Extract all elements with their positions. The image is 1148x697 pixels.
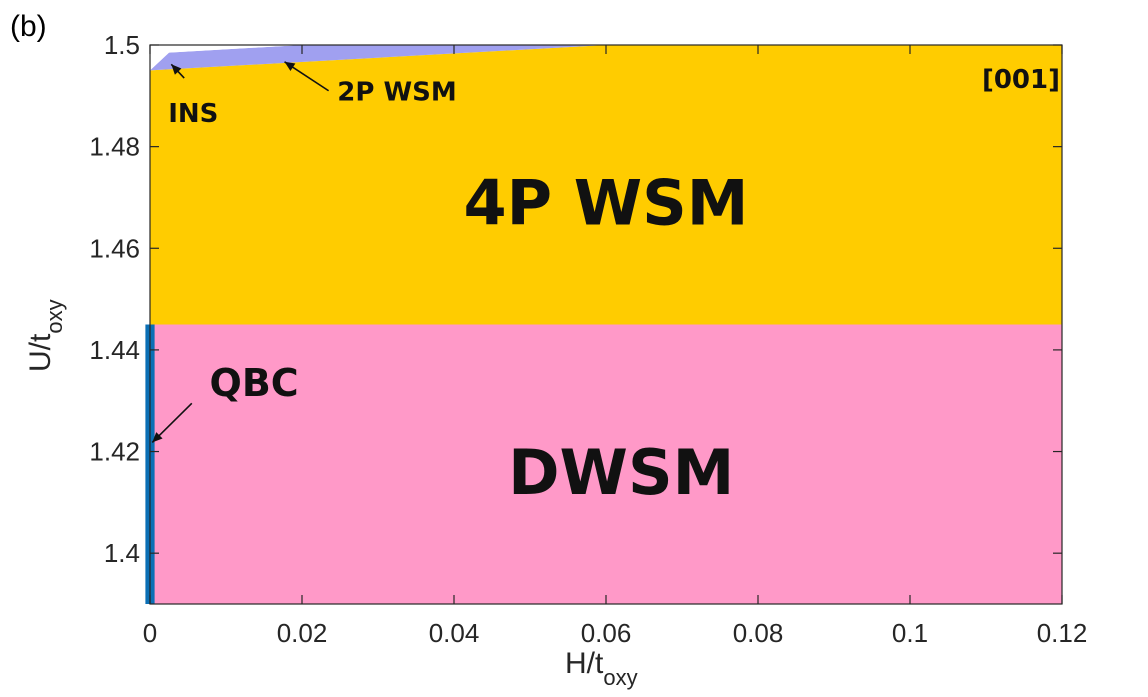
y-axis-label-sub: oxy: [42, 299, 67, 333]
region-ins: [150, 45, 302, 71]
y-axis-ticks: 1.4 1.42 1.44 1.46 1.48 1.5: [89, 30, 1062, 568]
x-tick-label: 0.06: [581, 618, 632, 648]
label-ins: INS: [168, 99, 218, 129]
phase-regions: [145, 45, 1062, 604]
y-axis-label-main: U/t: [24, 333, 57, 372]
x-axis-label-main: H/t: [565, 647, 604, 680]
label-4p-wsm: 4P WSM: [464, 167, 749, 240]
arrow-head: [152, 432, 163, 443]
x-tick-label: 0: [143, 618, 157, 648]
annotations: 4P WSM DWSM QBC INS 2P WSM: [168, 77, 748, 509]
arrow-head: [171, 64, 182, 75]
panel-label: (b): [10, 10, 47, 43]
annotation-arrows: [151, 61, 330, 443]
y-tick-label: 1.46: [89, 233, 140, 263]
x-tick-label: 0.12: [1037, 618, 1088, 648]
label-2p-wsm: 2P WSM: [337, 77, 456, 107]
x-axis-label: H/toxy: [565, 647, 638, 690]
y-tick-label: 1.44: [89, 335, 140, 365]
x-tick-label: 0.04: [429, 618, 480, 648]
y-tick-label: 1.5: [104, 30, 140, 60]
label-dwsm: DWSM: [508, 436, 734, 509]
y-tick-label: 1.42: [89, 437, 140, 467]
x-axis-label-sub: oxy: [603, 665, 637, 690]
y-axis-label: U/toxy: [24, 299, 67, 372]
arrow-head: [284, 61, 296, 72]
y-tick-label: 1.48: [89, 132, 140, 162]
x-tick-label: 0.08: [733, 618, 784, 648]
x-tick-label: 0.02: [277, 618, 328, 648]
direction-label: [001]: [982, 65, 1060, 95]
region-dwsm: [150, 324, 1062, 604]
x-axis-ticks: 0 0.02 0.04 0.06 0.08 0.1 0.12: [143, 45, 1088, 648]
y-tick-label: 1.4: [104, 538, 140, 568]
label-qbc: QBC: [210, 361, 299, 405]
region-4p-wsm: [150, 45, 1062, 325]
region-2p-wsm: [150, 45, 606, 71]
x-tick-label: 0.1: [892, 618, 928, 648]
